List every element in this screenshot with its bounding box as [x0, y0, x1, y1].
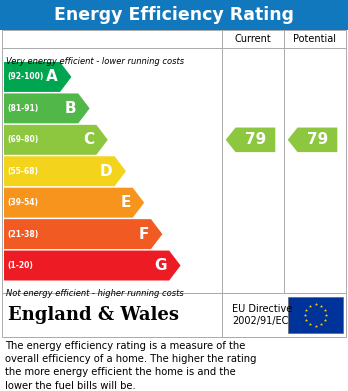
- Text: Very energy efficient - lower running costs: Very energy efficient - lower running co…: [6, 57, 184, 66]
- Text: (92-100): (92-100): [7, 72, 44, 81]
- Bar: [288, 297, 343, 333]
- Polygon shape: [4, 219, 163, 249]
- Text: C: C: [83, 132, 94, 147]
- Polygon shape: [4, 156, 126, 186]
- Text: (1-20): (1-20): [7, 261, 33, 270]
- Text: (81-91): (81-91): [7, 104, 38, 113]
- Polygon shape: [226, 127, 275, 152]
- Text: (21-38): (21-38): [7, 230, 38, 239]
- Text: England & Wales: England & Wales: [8, 306, 179, 324]
- Text: B: B: [65, 101, 76, 116]
- Text: E: E: [120, 195, 131, 210]
- Text: G: G: [155, 258, 167, 273]
- Polygon shape: [288, 127, 337, 152]
- Text: Energy Efficiency Rating: Energy Efficiency Rating: [54, 6, 294, 24]
- Bar: [2, 293, 346, 337]
- Text: 79: 79: [245, 132, 266, 147]
- Text: 79: 79: [307, 132, 328, 147]
- Text: F: F: [139, 227, 149, 242]
- Text: D: D: [100, 164, 113, 179]
- Polygon shape: [4, 251, 181, 280]
- Polygon shape: [4, 188, 144, 218]
- Text: (39-54): (39-54): [7, 198, 38, 207]
- Bar: [0, 0, 348, 30]
- Text: A: A: [46, 70, 58, 84]
- Bar: [2, 30, 346, 293]
- Text: (55-68): (55-68): [7, 167, 38, 176]
- Text: Potential: Potential: [293, 34, 337, 44]
- Text: Current: Current: [235, 34, 271, 44]
- Text: (69-80): (69-80): [7, 135, 38, 144]
- Text: The energy efficiency rating is a measure of the
overall efficiency of a home. T: The energy efficiency rating is a measur…: [5, 341, 256, 391]
- Polygon shape: [4, 125, 108, 155]
- Polygon shape: [4, 62, 71, 92]
- Text: Not energy efficient - higher running costs: Not energy efficient - higher running co…: [6, 289, 184, 298]
- Text: EU Directive
2002/91/EC: EU Directive 2002/91/EC: [232, 304, 292, 326]
- Polygon shape: [4, 93, 89, 123]
